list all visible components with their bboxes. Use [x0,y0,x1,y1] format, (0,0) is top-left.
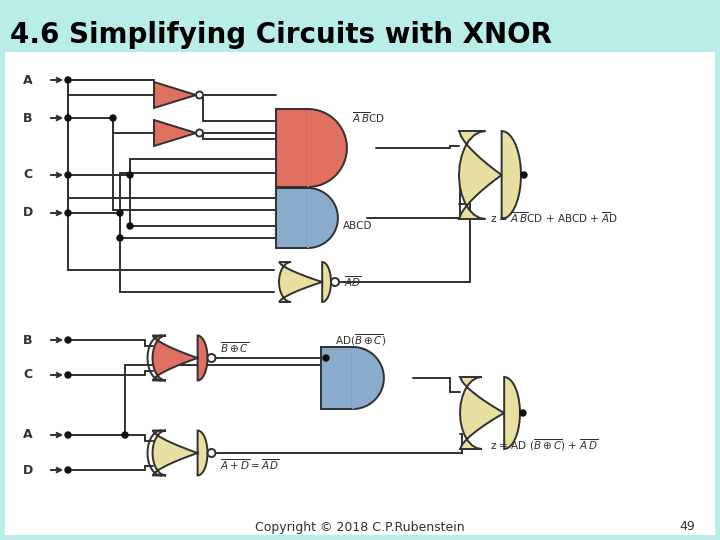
Text: A: A [23,73,33,86]
Polygon shape [352,348,354,408]
Polygon shape [308,109,347,187]
Text: ABCD: ABCD [343,221,372,231]
Circle shape [196,130,203,137]
Circle shape [117,210,123,216]
Polygon shape [153,335,207,381]
Polygon shape [321,347,353,409]
Text: B: B [23,111,32,125]
Circle shape [127,172,133,178]
Polygon shape [276,188,308,248]
Text: 4.6 Simplifying Circuits with XNOR: 4.6 Simplifying Circuits with XNOR [10,21,552,49]
Text: Copyright © 2018 C.P.Rubenstein: Copyright © 2018 C.P.Rubenstein [255,521,465,534]
Text: C: C [24,168,32,181]
Polygon shape [307,188,309,247]
Circle shape [207,354,215,362]
Circle shape [323,355,329,361]
Text: A: A [23,429,33,442]
Circle shape [65,372,71,378]
Circle shape [122,432,128,438]
Text: C: C [24,368,32,381]
Text: B: B [23,334,32,347]
Circle shape [65,337,71,343]
Text: $\overline{A}\,\overline{B}$CD: $\overline{A}\,\overline{B}$CD [352,111,385,125]
Polygon shape [279,262,331,302]
Polygon shape [307,110,309,186]
Polygon shape [459,131,521,219]
Text: z = AD ($\overline{B \oplus C}$) + $\overline{A}\,\overline{D}$: z = AD ($\overline{B \oplus C}$) + $\ove… [490,437,598,453]
Text: 49: 49 [679,521,695,534]
FancyBboxPatch shape [5,52,715,535]
Circle shape [110,115,116,121]
Text: D: D [23,206,33,219]
Polygon shape [153,430,207,476]
Polygon shape [353,347,384,409]
Polygon shape [154,120,196,146]
Circle shape [331,278,339,286]
Text: $\overline{A+D} = \overline{A}\,\overline{D}$: $\overline{A+D} = \overline{A}\,\overlin… [220,457,280,472]
Text: $\overline{AD}$: $\overline{AD}$ [344,275,361,289]
Polygon shape [308,188,338,248]
Circle shape [521,172,527,178]
Text: D: D [23,463,33,476]
Circle shape [65,77,71,83]
Text: z = $\overline{A}\,\overline{B}$CD + ABCD + $\overline{A}$D: z = $\overline{A}\,\overline{B}$CD + ABC… [490,211,618,225]
Circle shape [65,432,71,438]
Circle shape [65,467,71,473]
Polygon shape [154,82,196,108]
Circle shape [117,235,123,241]
Circle shape [207,449,215,457]
Circle shape [520,410,526,416]
Circle shape [65,210,71,216]
Circle shape [65,172,71,178]
Circle shape [127,223,133,229]
Circle shape [65,115,71,121]
Polygon shape [460,377,520,449]
Text: $\overline{B \oplus C}$: $\overline{B \oplus C}$ [220,341,250,355]
Polygon shape [276,109,308,187]
Circle shape [196,91,203,98]
Text: AD($\overline{B \oplus C}$): AD($\overline{B \oplus C}$) [335,332,387,348]
